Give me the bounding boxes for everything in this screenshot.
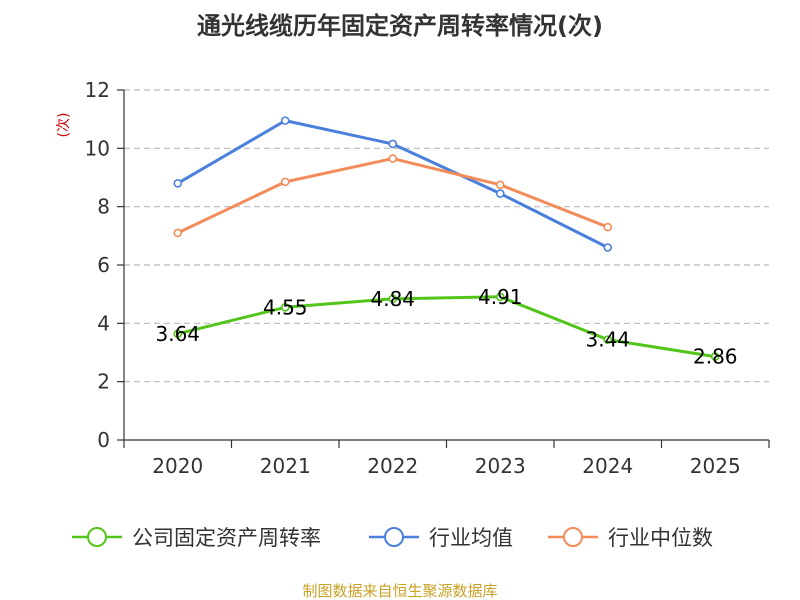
data-point[interactable] [173, 228, 183, 238]
data-point[interactable] [388, 294, 398, 304]
series-line [176, 119, 609, 249]
data-point[interactable] [495, 180, 505, 190]
data-point[interactable] [280, 302, 290, 312]
source-note: 制图数据来自恒生聚源数据库 [302, 582, 497, 600]
legend-marker [384, 527, 404, 547]
x-tick-label: 2024 [582, 454, 633, 478]
data-label: 4.91 [478, 285, 523, 309]
data-label: 4.55 [263, 295, 308, 319]
x-tick-label: 2022 [367, 454, 418, 478]
data-point[interactable] [173, 179, 183, 188]
legend-item[interactable]: 公司固定资产周转率 [72, 526, 321, 550]
y-tick-label: 8 [97, 195, 110, 219]
data-point[interactable] [710, 352, 720, 361]
series-1 [173, 116, 613, 252]
gridlines [124, 89, 769, 383]
series-line [177, 295, 716, 359]
data-point[interactable] [280, 177, 290, 187]
data-label: 3.64 [155, 322, 200, 346]
data-point[interactable] [603, 243, 613, 252]
data-point[interactable] [603, 222, 613, 232]
legend-marker [87, 527, 107, 547]
legend-item[interactable]: 行业中位数 [548, 526, 713, 550]
y-tick-label: 6 [97, 253, 110, 277]
data-label: 3.44 [585, 328, 630, 352]
x-tick-label: 2021 [260, 454, 311, 478]
legend-label: 行业中位数 [608, 526, 713, 550]
legend-label: 行业均值 [429, 526, 513, 550]
y-tick-label: 4 [97, 311, 110, 335]
legend: 公司固定资产周转率 行业均值 行业中位数 [72, 526, 713, 550]
x-tick-label: 2023 [475, 454, 526, 478]
x-tick-label: 2025 [690, 454, 741, 478]
data-labels: 3.64 4.55 4.84 4.91 3.44 2.86 [155, 285, 737, 369]
data-point[interactable] [388, 154, 398, 163]
data-point[interactable] [388, 139, 398, 149]
y-axis-label: (次) [56, 113, 72, 138]
series-0 [173, 292, 720, 361]
data-label: 4.84 [370, 287, 415, 311]
series [173, 116, 720, 361]
x-tick-label: 2020 [152, 454, 203, 478]
data-point[interactable] [495, 189, 505, 198]
y-tick-label: 12 [85, 78, 110, 102]
legend-marker [563, 527, 583, 547]
series-line [177, 157, 609, 235]
legend-label: 公司固定资产周转率 [132, 526, 321, 550]
axes: 0 2 4 6 8 10 12 2020 2021 2022 2023 2024 2025 [85, 78, 770, 478]
data-label: 2.86 [693, 345, 738, 369]
data-point[interactable] [495, 292, 505, 302]
chart-title: 通光线缆历年固定资产周转率情况(次) [197, 12, 603, 40]
y-tick-label: 10 [85, 136, 110, 160]
series-2 [173, 154, 613, 238]
legend-item[interactable]: 行业均值 [369, 526, 513, 550]
data-point[interactable] [603, 335, 613, 344]
data-point[interactable] [173, 329, 183, 339]
y-tick-label: 0 [97, 428, 110, 452]
y-tick-label: 2 [97, 370, 110, 394]
data-point[interactable] [280, 116, 290, 125]
